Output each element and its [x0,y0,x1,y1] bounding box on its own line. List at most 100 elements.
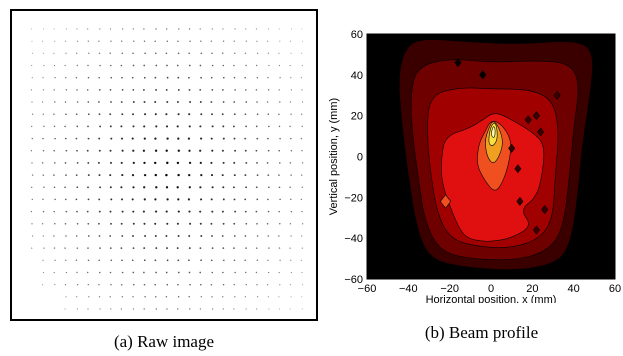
grid-dot [210,283,213,286]
grid-dot [199,149,202,152]
grid-dot [267,77,269,79]
grid-dot [121,149,124,152]
grid-dot [54,40,56,42]
grid-dot [120,161,123,164]
grid-dot [31,162,33,164]
grid-dot [98,283,100,286]
grid-dot [132,308,135,310]
grid-dot [267,89,270,91]
grid-dot [154,161,157,165]
grid-dot [266,101,269,103]
grid-dot [110,40,112,42]
grid-dot [245,40,247,42]
grid-dot [31,247,33,249]
grid-dot [76,162,79,164]
grid-dot [109,89,112,91]
grid-dot [211,308,214,310]
grid-dot [32,52,34,54]
grid-dot [65,271,68,274]
grid-dot [132,210,135,213]
contour-area [367,34,615,279]
grid-dot [289,186,291,189]
grid-dot [267,210,270,213]
grid-dot [86,149,89,152]
grid-dot [87,247,89,249]
grid-dot [31,64,33,67]
grid-dot [222,186,225,189]
grid-dot [200,76,202,79]
grid-dot [290,296,292,298]
grid-dot [155,52,157,55]
grid-dot [53,52,55,54]
x-tick-label: 0 [488,283,494,295]
grid-dot [132,271,135,274]
grid-dot [120,308,123,310]
grid-dot [76,186,79,189]
grid-dot [188,149,191,152]
grid-dot [76,210,78,213]
grid-dot [300,198,303,201]
contour-spot [532,111,540,121]
grid-dot [188,271,191,274]
grid-dot [268,28,270,30]
grid-dot [301,235,303,237]
grid-dot [131,198,134,201]
grid-dot [155,64,158,67]
raw-image [10,9,318,321]
grid-dot [233,222,236,225]
grid-dot [75,113,78,116]
grid-dot [143,173,147,177]
grid-dot [290,259,292,261]
grid-dot [41,162,44,164]
grid-dot [120,283,123,286]
grid-dot [199,161,202,165]
grid-dot [234,52,236,55]
grid-dot [301,101,304,103]
grid-dot [200,40,202,42]
grid-dot [255,28,257,30]
grid-dot [87,235,90,237]
grid-dot [278,247,281,249]
grid-dot [64,284,67,286]
grid-dot [244,113,247,116]
grid-dot [221,149,224,152]
grid-dot [222,296,224,298]
grid-dot [76,89,78,91]
grid-dot [54,162,56,164]
grid-dot [110,76,113,79]
grid-dot [199,125,202,128]
grid-dot [245,161,248,164]
grid-dot [64,308,66,310]
grid-dot [154,235,157,237]
grid-dot [177,113,180,116]
grid-dot [177,52,180,55]
grid-dot [43,64,45,67]
grid-dot [290,113,292,115]
grid-dot [42,89,45,91]
grid-dot [143,64,146,67]
grid-dot [289,223,292,225]
grid-dot [64,247,66,249]
grid-dot [98,235,101,237]
grid-dot [221,235,224,237]
y-tick-label: −60 [344,274,363,286]
grid-dot [200,259,202,262]
grid-dot [42,137,44,140]
grid-dot [165,296,168,298]
grid-dot [121,259,123,262]
grid-dot [76,101,79,103]
grid-dot [301,28,303,30]
y-axis-label: Vertical position, y (mm) [328,98,340,215]
grid-dot [86,210,89,213]
grid-dot [267,174,270,176]
grid-dot [155,308,157,310]
grid-dot [166,76,169,79]
contour-level-8 [491,126,496,138]
grid-dot [301,150,303,152]
grid-dot [233,101,236,103]
grid-dot [154,259,157,262]
grid-dot [289,64,291,67]
grid-dot [154,40,156,42]
grid-dot [188,259,190,262]
grid-dot [42,210,45,213]
